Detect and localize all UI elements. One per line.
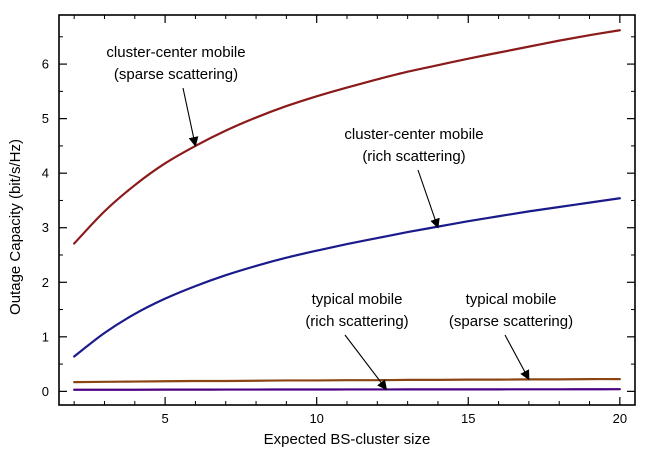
annotation-typical-sparse-line1: typical mobile	[466, 291, 557, 308]
x-axis-title: Expected BS-cluster size	[264, 431, 431, 448]
annotation-typical-rich-line1: typical mobile	[312, 291, 403, 308]
x-tick-label: 20	[613, 411, 627, 426]
y-tick-label: 3	[42, 220, 49, 235]
annotation-arrow	[344, 334, 388, 391]
y-tick-label: 2	[42, 275, 49, 290]
y-tick-label: 5	[42, 111, 49, 126]
y-tick-label: 4	[42, 166, 49, 181]
x-tick-label: 5	[161, 411, 168, 426]
y-tick-label: 0	[42, 384, 49, 399]
x-tick-label: 15	[461, 411, 475, 426]
annotation-cc-sparse-line1: cluster-center mobile	[106, 44, 245, 61]
x-tick-label: 10	[309, 411, 323, 426]
annotation-typical-rich-line2: (rich scattering)	[305, 313, 408, 330]
annotation-cc-rich-line2: (rich scattering)	[362, 148, 465, 165]
annotation-cc-rich-line1: cluster-center mobile	[344, 126, 483, 143]
y-tick-label: 1	[42, 329, 49, 344]
annotation-arrow	[417, 169, 440, 229]
series-line-typical-rich	[73, 388, 621, 391]
annotation-arrow	[504, 334, 530, 381]
series-line-typical-sparse	[73, 377, 621, 384]
y-axis-title: Outage Capacity (bit/s/Hz)	[7, 139, 24, 315]
annotation-cc-sparse-line2: (sparse scattering)	[114, 66, 238, 83]
y-tick-label: 6	[42, 57, 49, 72]
series-line-cluster-center-rich	[73, 197, 621, 358]
plot-area: 5 10 15 20 0 1 2 3 4 5 6	[42, 14, 636, 426]
annotation-arrow	[182, 87, 199, 147]
annotation-typical-sparse-line2: (sparse scattering)	[449, 313, 573, 330]
series-line-cluster-center-sparse	[73, 29, 621, 245]
